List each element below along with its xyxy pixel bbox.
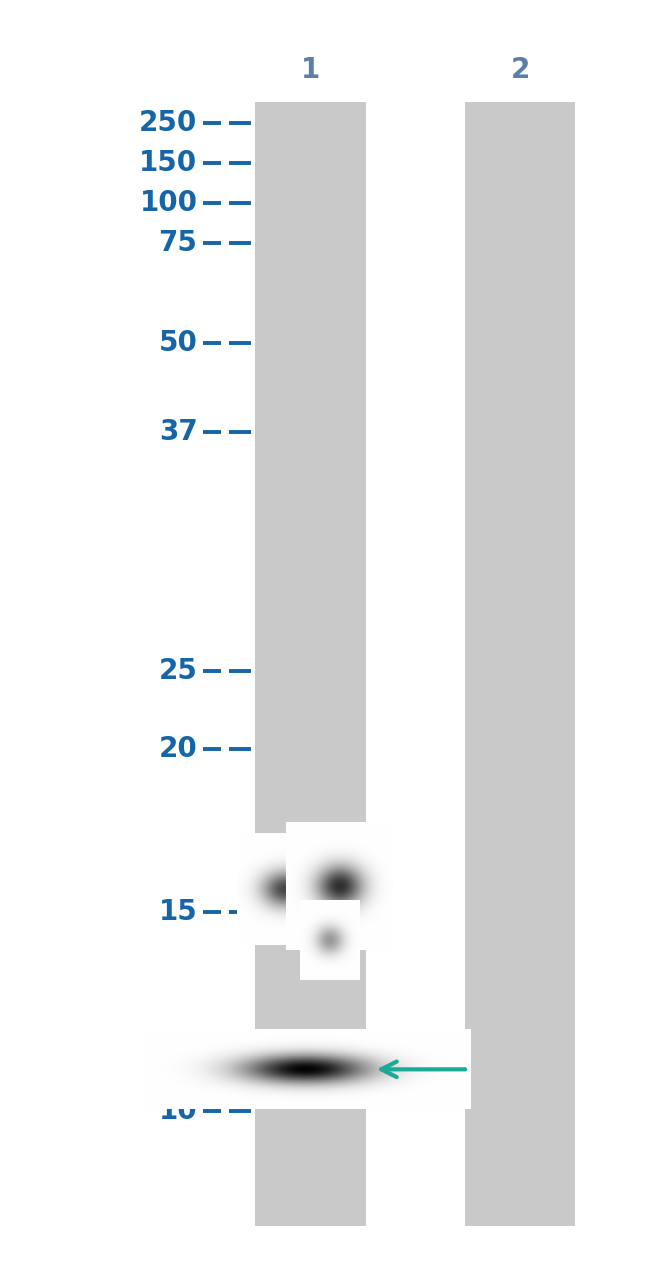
Text: 1: 1 (301, 56, 320, 84)
Text: 10: 10 (159, 1097, 198, 1125)
Text: 250: 250 (139, 109, 198, 137)
Text: 50: 50 (159, 329, 198, 357)
Text: 2: 2 (510, 56, 530, 84)
Text: 75: 75 (159, 229, 198, 257)
Bar (255, 102, 366, 1226)
Text: 100: 100 (140, 189, 198, 217)
Text: 37: 37 (159, 418, 198, 446)
Bar (465, 102, 575, 1226)
Text: 15: 15 (159, 898, 198, 926)
Text: 25: 25 (159, 657, 198, 685)
Text: 150: 150 (139, 149, 198, 177)
Text: 20: 20 (159, 735, 198, 763)
